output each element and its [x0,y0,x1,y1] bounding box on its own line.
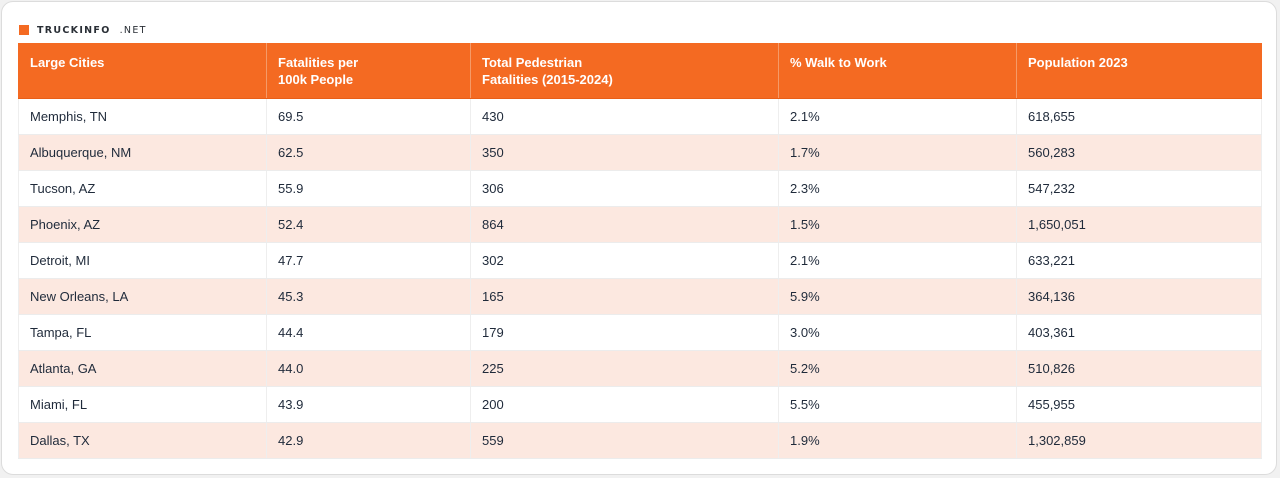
table-row: New Orleans, LA 45.3 165 5.9% 364,136 [18,278,1262,315]
cell-city: Miami, FL [18,386,267,423]
brand-name: TRUCKINFO [37,24,111,36]
cell-population: 364,136 [1016,278,1262,315]
cell-walk-to-work: 5.5% [778,386,1017,423]
header-line: Fatalities per [278,55,359,70]
header-total-pedestrian-fatalities: Total Pedestrian Fatalities (2015-2024) [470,43,779,99]
cell-fatalities-per-100k: 55.9 [266,170,471,207]
cell-city: Tucson, AZ [18,170,267,207]
cell-total-fatalities: 179 [470,314,779,351]
header-fatalities-per-100k: Fatalities per 100k People [266,43,471,99]
cell-total-fatalities: 350 [470,134,779,171]
cell-walk-to-work: 5.2% [778,350,1017,387]
cell-population: 618,655 [1016,98,1262,135]
brand-square-icon [19,25,29,35]
table-row: Miami, FL 43.9 200 5.5% 455,955 [18,386,1262,423]
cell-fatalities-per-100k: 44.4 [266,314,471,351]
cell-total-fatalities: 559 [470,422,779,459]
header-line: 100k People [278,72,354,87]
table-body: Memphis, TN 69.5 430 2.1% 618,655 Albuquerque… [18,98,1262,459]
cell-fatalities-per-100k: 43.9 [266,386,471,423]
cell-walk-to-work: 1.5% [778,206,1017,243]
table-row: Detroit, MI 47.7 302 2.1% 633,221 [18,242,1262,279]
cell-total-fatalities: 200 [470,386,779,423]
table-row: Tucson, AZ 55.9 306 2.3% 547,232 [18,170,1262,207]
header-large-cities: Large Cities [18,43,267,99]
header-walk-to-work: % Walk to Work [778,43,1017,99]
cell-population: 560,283 [1016,134,1262,171]
cell-walk-to-work: 1.7% [778,134,1017,171]
cell-population: 403,361 [1016,314,1262,351]
cell-total-fatalities: 864 [470,206,779,243]
table-row: Tampa, FL 44.4 179 3.0% 403,361 [18,314,1262,351]
header-line: Population 2023 [1028,55,1128,70]
cell-population: 633,221 [1016,242,1262,279]
cell-walk-to-work: 2.3% [778,170,1017,207]
cell-city: Tampa, FL [18,314,267,351]
header-line: % Walk to Work [790,55,887,70]
header-line: Total Pedestrian [482,55,583,70]
cell-walk-to-work: 1.9% [778,422,1017,459]
cell-population: 510,826 [1016,350,1262,387]
cell-population: 1,302,859 [1016,422,1262,459]
cell-city: Memphis, TN [18,98,267,135]
cell-walk-to-work: 2.1% [778,98,1017,135]
brand-logo: TRUCKINFO .NET [19,24,147,36]
cell-total-fatalities: 430 [470,98,779,135]
cell-population: 547,232 [1016,170,1262,207]
cell-fatalities-per-100k: 44.0 [266,350,471,387]
table-row: Atlanta, GA 44.0 225 5.2% 510,826 [18,350,1262,387]
city-fatalities-table: Large Cities Fatalities per 100k People … [18,43,1262,459]
table-row: Dallas, TX 42.9 559 1.9% 1,302,859 [18,422,1262,459]
cell-total-fatalities: 306 [470,170,779,207]
cell-fatalities-per-100k: 62.5 [266,134,471,171]
header-population-2023: Population 2023 [1016,43,1262,99]
header-row: Large Cities Fatalities per 100k People … [18,43,1262,99]
table-row: Albuquerque, NM 62.5 350 1.7% 560,283 [18,134,1262,171]
cell-fatalities-per-100k: 69.5 [266,98,471,135]
cell-total-fatalities: 302 [470,242,779,279]
cell-city: New Orleans, LA [18,278,267,315]
cell-city: Detroit, MI [18,242,267,279]
header-line: Large Cities [30,55,105,70]
cell-walk-to-work: 2.1% [778,242,1017,279]
cell-city: Phoenix, AZ [18,206,267,243]
cell-fatalities-per-100k: 42.9 [266,422,471,459]
cell-walk-to-work: 5.9% [778,278,1017,315]
cell-fatalities-per-100k: 52.4 [266,206,471,243]
header-line: Fatalities (2015-2024) [482,72,613,87]
cell-population: 1,650,051 [1016,206,1262,243]
brand-tld: .NET [119,24,147,36]
cell-city: Atlanta, GA [18,350,267,387]
cell-total-fatalities: 225 [470,350,779,387]
cell-population: 455,955 [1016,386,1262,423]
cell-walk-to-work: 3.0% [778,314,1017,351]
cell-fatalities-per-100k: 45.3 [266,278,471,315]
table-row: Memphis, TN 69.5 430 2.1% 618,655 [18,98,1262,135]
cell-city: Dallas, TX [18,422,267,459]
cell-city: Albuquerque, NM [18,134,267,171]
cell-total-fatalities: 165 [470,278,779,315]
cell-fatalities-per-100k: 47.7 [266,242,471,279]
table-row: Phoenix, AZ 52.4 864 1.5% 1,650,051 [18,206,1262,243]
